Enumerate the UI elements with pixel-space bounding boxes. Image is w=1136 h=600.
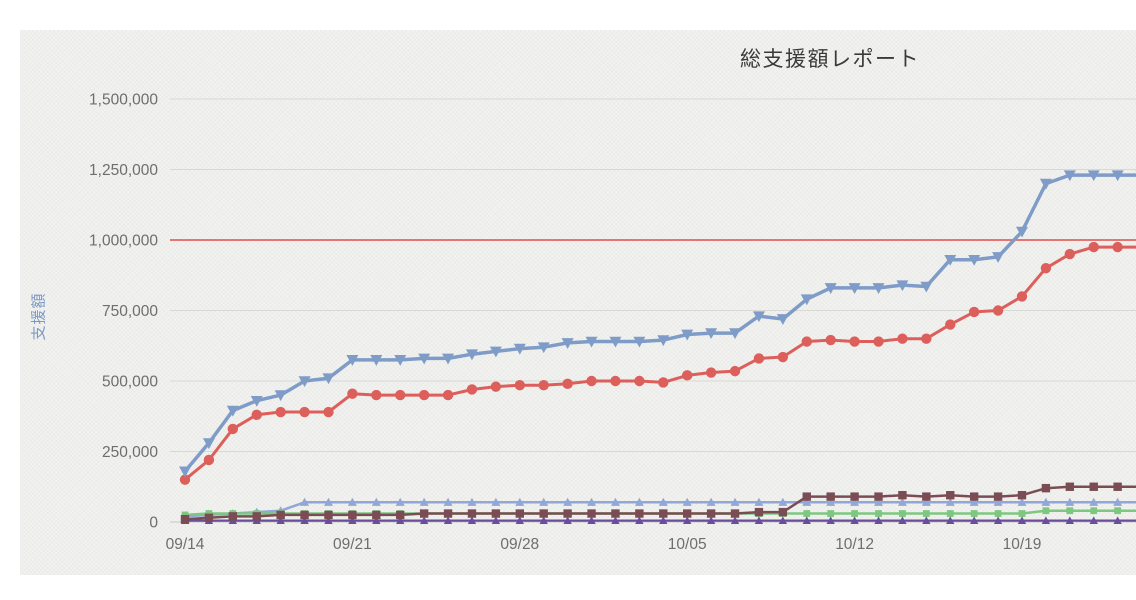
svg-text:10/05: 10/05 <box>668 536 707 553</box>
svg-text:10/12: 10/12 <box>835 536 874 553</box>
svg-text:09/28: 09/28 <box>500 536 539 553</box>
svg-text:09/21: 09/21 <box>333 536 372 553</box>
support-amount-line-chart: 0 250,000 500,000 750,000 1,000,000 1,250,000… <box>89 92 1136 553</box>
svg-text:10/19: 10/19 <box>1003 536 1042 553</box>
svg-text:250,000: 250,000 <box>102 444 158 461</box>
svg-text:0: 0 <box>149 515 158 532</box>
svg-text:500,000: 500,000 <box>102 374 158 391</box>
svg-text:09/14: 09/14 <box>166 536 205 553</box>
svg-text:1,000,000: 1,000,000 <box>89 233 158 250</box>
svg-text:1,250,000: 1,250,000 <box>89 162 158 179</box>
svg-text:1,500,000: 1,500,000 <box>89 92 158 109</box>
chart-panel: 総支援額レポート 支援額 0 250,000 500,000 750,000 1,000… <box>20 30 1136 575</box>
svg-text:750,000: 750,000 <box>102 303 158 320</box>
chart-title: 総支援額レポート <box>740 48 920 71</box>
